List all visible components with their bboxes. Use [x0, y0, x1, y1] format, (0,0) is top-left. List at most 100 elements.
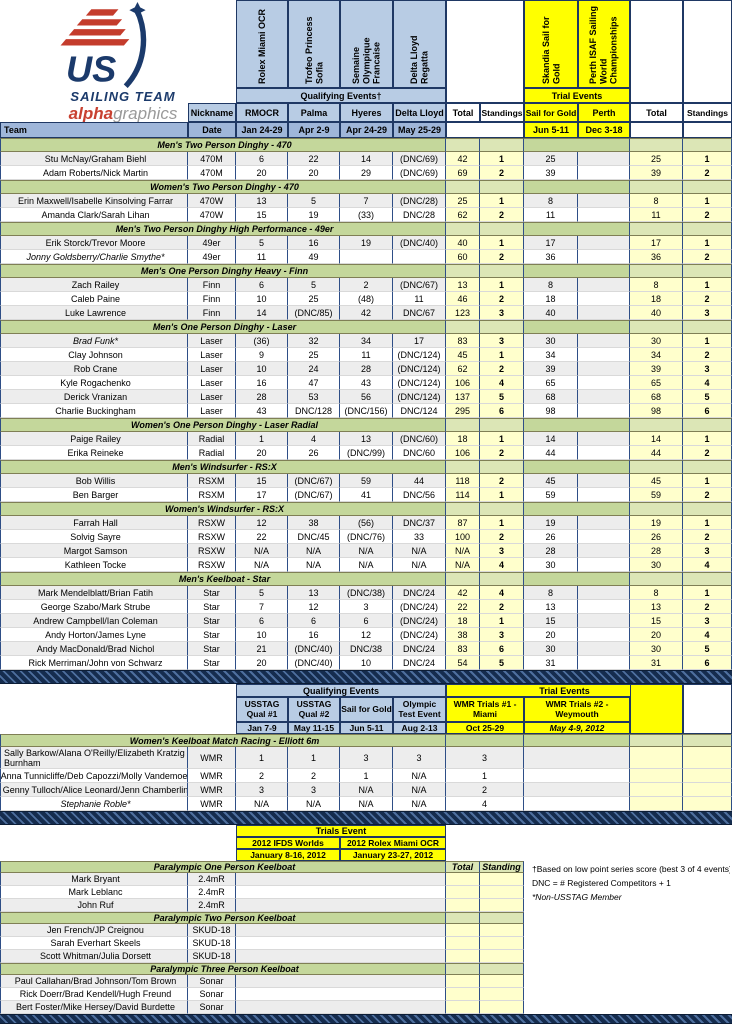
qualifying-standing: 4	[480, 558, 524, 572]
table-row: Jonny Goldsberry/Charlie Smythe* 49er 11 49…	[0, 250, 732, 264]
team-name: Scott Whitman/Julia Dorsett	[0, 950, 188, 963]
section-title: Men's Windsurfer - RS:X	[0, 460, 446, 474]
score-sail-for-gold: 11	[524, 208, 578, 222]
score-sail-for-gold: 44	[524, 446, 578, 460]
score-perth	[578, 446, 630, 460]
qualifying-total: 54	[446, 656, 480, 670]
class-nickname: Finn	[188, 278, 236, 292]
logo-alphagraphics-text: alphagraphics	[38, 104, 208, 124]
score-rmocr: 21	[236, 642, 288, 656]
qualifying-standing: 2	[480, 208, 524, 222]
score-sail-for-gold: 68	[524, 390, 578, 404]
qualifying-total: 22	[446, 600, 480, 614]
score-sail-for-gold: 19	[524, 516, 578, 530]
score-hyeres: 42	[340, 306, 393, 320]
qualifying-standing: 1	[480, 348, 524, 362]
section-title: Men's Two Person Dinghy High Performance…	[0, 222, 446, 236]
score-perth	[578, 166, 630, 180]
qualifying-standing: 2	[480, 446, 524, 460]
table-row: Adam Roberts/Nick Martin 470M 20 20 29 (DNC/6…	[0, 166, 732, 180]
team-name: Mark Bryant	[0, 873, 188, 886]
class-nickname: 470M	[188, 152, 236, 166]
qualifying-standing: 2	[480, 166, 524, 180]
class-nickname: Star	[188, 656, 236, 670]
cell	[480, 963, 524, 975]
logo-us-text: US	[66, 49, 116, 88]
cell	[683, 797, 732, 811]
score-rmocr: (36)	[236, 334, 288, 348]
trial-total: 30	[630, 558, 683, 572]
trial-events-band: Trial Events	[524, 88, 630, 103]
event-header-trofeo-princess-sofia: Trofeo Princess Sofia	[288, 0, 340, 88]
score-palma: 47	[288, 376, 340, 390]
trial-standing: 1	[683, 586, 732, 600]
cell	[630, 180, 683, 194]
cell	[683, 460, 732, 474]
score-hyeres: (DNC/99)	[340, 446, 393, 460]
score-hyeres: 41	[340, 488, 393, 502]
score-perth	[578, 250, 630, 264]
team-name: Stu McNay/Graham Biehl	[0, 152, 188, 166]
score-perth	[578, 544, 630, 558]
score-rmocr: 6	[236, 278, 288, 292]
divider-band	[0, 1014, 732, 1024]
spacer-cell	[630, 0, 683, 103]
class-nickname: Laser	[188, 348, 236, 362]
score-rmocr: 9	[236, 348, 288, 362]
class-nickname: Sonar	[188, 975, 236, 988]
score-rmocr: 6	[236, 614, 288, 628]
row-filler	[524, 899, 732, 912]
score-rmocr: 14	[236, 306, 288, 320]
section-row: Men's Windsurfer - RS:X	[0, 460, 732, 474]
cell	[524, 320, 630, 334]
trial-total: 31	[630, 656, 683, 670]
cell	[630, 747, 683, 769]
score-perth	[578, 236, 630, 250]
team-name: Ben Barger	[0, 488, 188, 502]
score-hyeres: DNC/38	[340, 642, 393, 656]
section-row: Women's Two Person Dinghy - 470	[0, 180, 732, 194]
team-name: Mark Mendelblatt/Brian Fatih	[0, 586, 188, 600]
cell	[524, 418, 630, 432]
footnote-dnc: DNC = # Registered Competitors + 1	[532, 878, 671, 888]
trial-total: 30	[630, 642, 683, 656]
class-nickname: Laser	[188, 390, 236, 404]
qualifying-total: 123	[446, 306, 480, 320]
qualifying-total: 114	[446, 488, 480, 502]
section-title: Men's Keelboat - Star	[0, 572, 446, 586]
date-ifds-worlds: January 8-16, 2012	[236, 849, 340, 861]
team-name: Derick Vranizan	[0, 390, 188, 404]
event-rolex-miami: 2012 Rolex Miami OCR	[340, 837, 446, 849]
class-nickname: Laser	[188, 362, 236, 376]
class-nickname: RSXM	[188, 488, 236, 502]
score-perth	[578, 292, 630, 306]
table3-body: Paralympic One Person Keelboat Total Stand…	[0, 861, 732, 1014]
qualifying-standing: 2	[480, 250, 524, 264]
score-hyeres: (DNC/38)	[340, 586, 393, 600]
trial-total: 18	[630, 292, 683, 306]
cell	[480, 572, 524, 586]
cell	[480, 912, 524, 924]
cell	[524, 502, 630, 516]
col-header-wmr-trials-1-miami: WMR Trials #1 - Miami	[446, 697, 524, 722]
section-title: Paralympic Two Person Keelboat	[0, 912, 446, 924]
score-rmocr: 10	[236, 292, 288, 306]
score-delta-lloyd: DNC/24	[393, 642, 446, 656]
trial-total: 40	[630, 306, 683, 320]
score-wmr-trials-1: 2	[446, 783, 524, 797]
cell	[630, 460, 683, 474]
score-usstag-1: 3	[236, 783, 288, 797]
spacer-cell	[630, 122, 683, 138]
section-title: Women's Keelboat Match Racing - Elliott …	[0, 734, 446, 747]
standing-cell	[480, 873, 524, 886]
table-row: Andy Horton/James Lyne Star 10 16 12 (DNC/24)…	[0, 628, 732, 642]
team-name: Sarah Everhart Skeels	[0, 937, 188, 950]
event-header-skandia-sail-for-gold: Skandia Sail for Gold	[524, 0, 578, 88]
score-rmocr: 11	[236, 250, 288, 264]
event-header-rolex-miami-ocr: Rolex Miami OCR	[236, 0, 288, 88]
class-nickname: 470M	[188, 166, 236, 180]
class-nickname: SKUD-18	[188, 937, 236, 950]
trial-standing: 1	[683, 334, 732, 348]
score-sail-for-gold: 30	[524, 334, 578, 348]
